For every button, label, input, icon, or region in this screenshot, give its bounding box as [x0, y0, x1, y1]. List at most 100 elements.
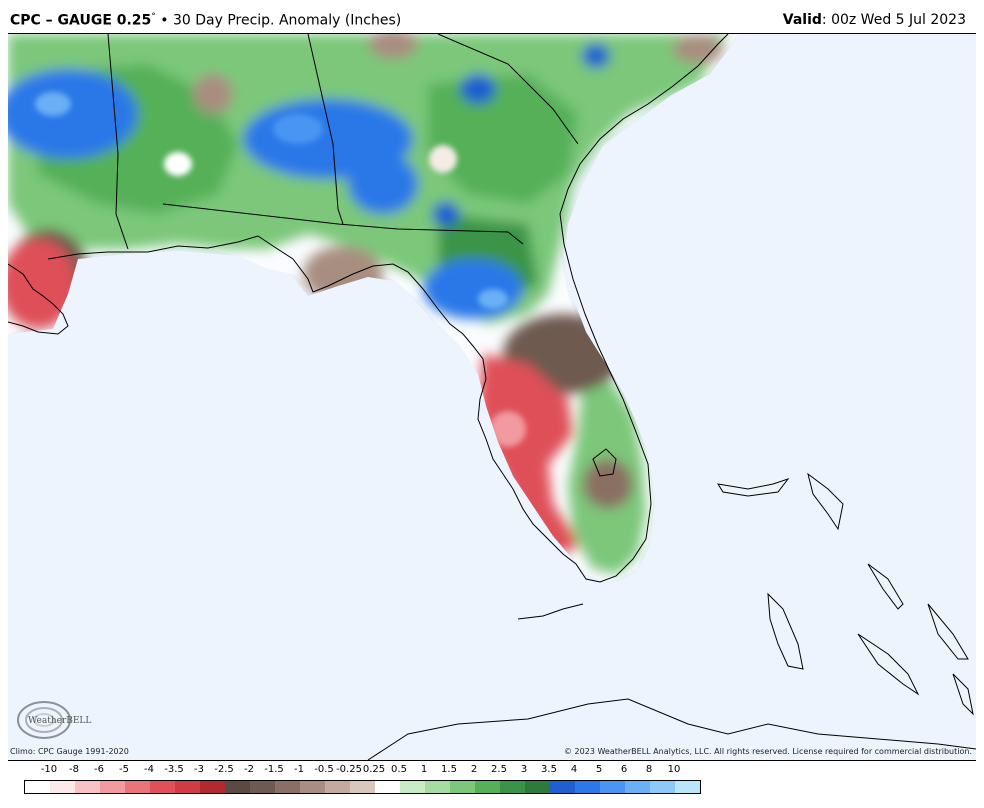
scale-cell — [325, 781, 350, 793]
lightblue-core-fl — [478, 289, 508, 309]
scale-cell — [275, 781, 300, 793]
scale-label: 4 — [570, 764, 578, 775]
scale-label: -4 — [144, 764, 154, 775]
white-spot-1 — [164, 152, 192, 176]
scale-label: -2 — [244, 764, 254, 775]
scale-cell — [675, 781, 700, 793]
eleuthera — [867, 563, 904, 610]
gulf-water — [8, 34, 976, 760]
scale-label: 2.5 — [491, 764, 507, 775]
scale-label: -8 — [69, 764, 79, 775]
red-region-la — [8, 239, 76, 329]
long-island — [927, 603, 969, 660]
coastlines — [8, 34, 729, 620]
scale-cell — [250, 781, 275, 793]
scale-label: -1.5 — [264, 764, 284, 775]
title-separator: • — [160, 12, 169, 29]
darkgreen-region-2 — [428, 74, 578, 204]
map-panel — [8, 34, 976, 760]
scale-label: -6 — [94, 764, 104, 775]
scale-label: -5 — [119, 764, 129, 775]
state-border-fl-north — [162, 203, 524, 245]
scale-cell — [600, 781, 625, 793]
exuma — [857, 633, 920, 696]
red-region-fl — [478, 354, 578, 554]
brown-blob-6 — [583, 459, 633, 509]
scale-cell — [650, 781, 675, 793]
state-border-al-ga — [307, 34, 344, 225]
blue-blob-west — [8, 69, 138, 159]
state-border-al-ms — [107, 34, 129, 250]
cuba-coast — [367, 698, 976, 760]
scale-cell — [25, 781, 50, 793]
scale-cell — [50, 781, 75, 793]
scale-label: -0.5 — [314, 764, 334, 775]
scale-labels: -10 -8 -6 -5 -4 -3.5 -3 -2.5 -2 -1.5 -1 -0.5 -0.25 0.… — [24, 764, 701, 778]
blue-blob-ga-se — [432, 202, 460, 226]
lightred-core — [490, 411, 526, 447]
product-name: CPC – GAUGE 0.25 — [10, 12, 152, 29]
map-svg — [8, 34, 976, 760]
header: CPC – GAUGE 0.25° • 30 Day Precip. Anoma… — [0, 0, 984, 34]
degree-symbol: ° — [151, 12, 156, 22]
scale-cell — [125, 781, 150, 793]
valid-value: : 00z Wed 5 Jul 2023 — [821, 12, 966, 28]
scale-label: -1 — [294, 764, 304, 775]
scale-cell — [375, 781, 400, 793]
header-rule — [8, 33, 976, 34]
scale-label: 2 — [470, 764, 478, 775]
brown-blob-4 — [673, 34, 723, 64]
scale-label: 10 — [667, 764, 681, 775]
valid-label: Valid — [782, 12, 822, 28]
scale-label: 1 — [420, 764, 428, 775]
blue-blob-ga — [348, 154, 418, 214]
scale-label: -3.5 — [164, 764, 184, 775]
climo-note: Climo: CPC Gauge 1991-2020 — [10, 747, 129, 756]
blue-blob-n-ga — [460, 74, 496, 104]
scale-cell — [150, 781, 175, 793]
map-title: CPC – GAUGE 0.25° • 30 Day Precip. Anoma… — [10, 12, 401, 29]
brown-blob-3 — [368, 34, 418, 59]
brown-blob-2 — [193, 74, 233, 114]
blue-blob-fl-panhandle — [423, 259, 523, 319]
grand-bahama — [716, 478, 790, 497]
state-border-ga-sc — [437, 34, 579, 145]
scale-label: 0.5 — [391, 764, 407, 775]
scale-cell — [475, 781, 500, 793]
anomaly-highlights — [35, 92, 526, 447]
scale-cell — [300, 781, 325, 793]
scale-cell — [200, 781, 225, 793]
scale-cell — [100, 781, 125, 793]
scale-label: 6 — [620, 764, 628, 775]
valid-time: Valid: 00z Wed 5 Jul 2023 — [783, 12, 966, 28]
scale-cell — [625, 781, 650, 793]
scale-cell — [400, 781, 425, 793]
blue-blob-sc — [582, 44, 610, 68]
scale-label: -10 — [40, 764, 58, 775]
scale-label: 8 — [645, 764, 653, 775]
scale-cell — [550, 781, 575, 793]
la-coast — [8, 263, 69, 335]
copyright-note: © 2023 WeatherBELL Analytics, LLC. All r… — [564, 747, 972, 756]
okeechobee — [592, 448, 617, 477]
map-subtitle: 30 Day Precip. Anomaly (Inches) — [172, 12, 402, 29]
swirl-logo-icon: WeatherBELL — [17, 701, 91, 739]
scale-cell — [75, 781, 100, 793]
scale-cell — [500, 781, 525, 793]
scale-cell — [425, 781, 450, 793]
scale-cell — [225, 781, 250, 793]
scale-label: 3.5 — [541, 764, 557, 775]
color-scale-legend: -10 -8 -6 -5 -4 -3.5 -3 -2.5 -2 -1.5 -1 -0.5 -0.25 0.… — [24, 764, 701, 796]
abaco — [807, 472, 844, 531]
scale-cell — [175, 781, 200, 793]
gulf-coastline — [47, 34, 729, 583]
lightblue-core-al — [273, 114, 323, 144]
scale-label: -0.25 — [336, 764, 362, 775]
white-spot-2 — [429, 145, 457, 173]
scale-cell — [350, 781, 375, 793]
logo-text: WeatherBELL — [28, 716, 91, 726]
weatherbell-logo: WeatherBELL — [14, 698, 104, 742]
scale-cell — [575, 781, 600, 793]
islands — [367, 472, 976, 760]
scale-label: 1.5 — [441, 764, 457, 775]
